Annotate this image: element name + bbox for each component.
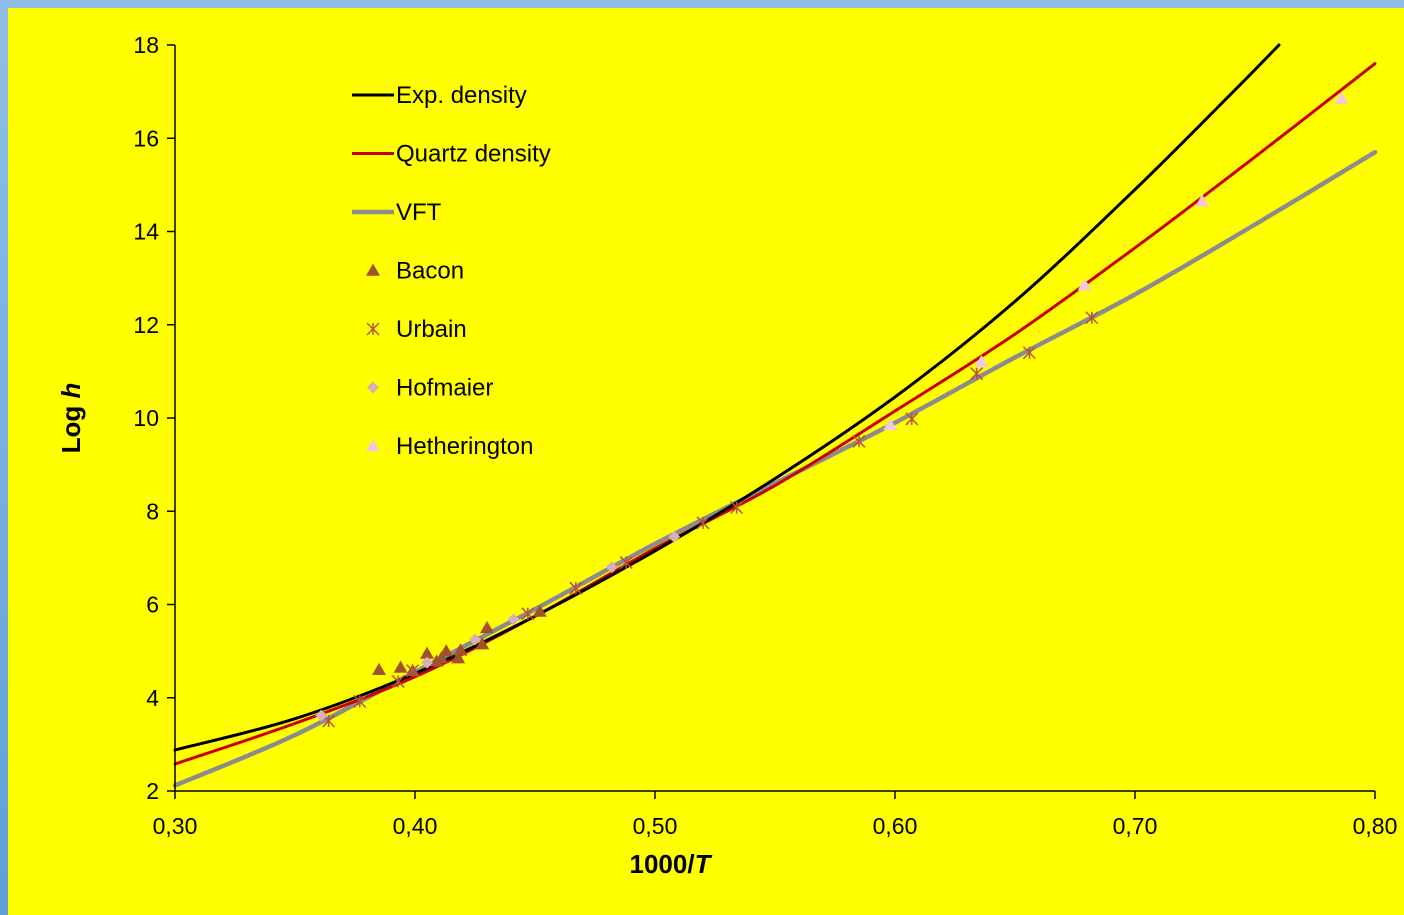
data-point-urbain — [406, 664, 420, 678]
data-point-bacon — [532, 604, 547, 617]
legend-label: Bacon — [396, 258, 464, 285]
series-hofmaier — [315, 530, 681, 722]
legend-label: Hofmaier — [396, 375, 493, 402]
x-tick-label: 0,60 — [873, 813, 918, 839]
data-point-urbain — [619, 556, 633, 570]
data-point-hofmaier — [668, 530, 681, 543]
x-tick-label: 0,50 — [633, 813, 678, 839]
chart-svg: 2 4 6 8 10 12 14 16 18 0,30 0,40 0,50 0,60 0,70 0,80 E… — [56, 32, 1397, 879]
series-line-exp-density — [173, 43, 1281, 752]
legend-swatch — [366, 263, 380, 276]
y-tick-label: 4 — [146, 685, 159, 711]
x-tick-label: 0,80 — [1353, 813, 1398, 839]
data-point-bacon — [453, 643, 468, 656]
legend-item-exp-density: Exp. density — [352, 82, 527, 109]
data-point-bacon — [434, 651, 449, 664]
data-point-urbain — [730, 500, 744, 515]
data-point-urbain — [852, 434, 866, 448]
legend: Exp. density Quartz density VFT Bacon Urbain… — [352, 82, 551, 460]
legend-item-bacon: Bacon — [366, 258, 464, 285]
x-tick-label: 0,30 — [153, 813, 198, 839]
legend-item-vft: VFT — [352, 199, 442, 226]
legend-item-quartz-density: Quartz density — [352, 141, 551, 168]
y-tick-label: 10 — [133, 405, 159, 431]
y-tick-label: 14 — [133, 219, 159, 245]
series-line-vft — [172, 149, 1378, 788]
x-tick-label: 0,70 — [1113, 813, 1158, 839]
data-point-hetherington — [974, 355, 989, 368]
y-tick-label: 18 — [133, 32, 159, 58]
series-urbain — [322, 311, 1099, 728]
axes-layer: 2 4 6 8 10 12 14 16 18 0,30 0,40 0,50 0,60 0,70 0,80 — [133, 32, 1397, 839]
data-point-bacon — [393, 660, 408, 673]
y-tick-label: 2 — [146, 778, 159, 804]
data-point-bacon — [420, 646, 434, 659]
legend-swatch — [366, 322, 380, 336]
data-point-hofmaier — [469, 633, 481, 646]
data-point-urbain — [696, 516, 710, 530]
legend-label: Urbain — [396, 316, 467, 343]
legend-label: Exp. density — [396, 82, 527, 109]
legend-label: VFT — [396, 199, 442, 226]
data-point-urbain — [905, 412, 919, 426]
y-tick-label: 12 — [133, 312, 159, 338]
data-point-urbain — [1085, 311, 1099, 325]
data-point-urbain — [391, 674, 405, 688]
data-point-urbain — [970, 367, 984, 381]
data-point-urbain — [1022, 346, 1036, 360]
data-point-hetherington — [883, 417, 898, 431]
data-point-hofmaier — [315, 709, 328, 722]
data-point-urbain — [569, 581, 583, 595]
data-point-hetherington — [1195, 194, 1210, 207]
data-point-bacon — [475, 637, 490, 650]
data-point-hetherington — [1334, 91, 1349, 104]
x-axis-title: 1000/T — [630, 849, 713, 879]
data-point-bacon — [480, 620, 494, 634]
series-hetherington — [883, 91, 1349, 431]
legend-item-hetherington: Hetherington — [366, 433, 533, 460]
data-point-urbain — [521, 607, 535, 621]
y-tick-label: 16 — [133, 125, 159, 151]
legend-swatch — [367, 381, 379, 394]
legend-label: Hetherington — [396, 433, 533, 460]
data-point-hetherington — [1077, 278, 1092, 291]
data-point-bacon — [439, 644, 454, 657]
data-point-hofmaier — [605, 561, 618, 574]
y-tick-label: 8 — [146, 498, 159, 524]
legend-item-urbain: Urbain — [366, 316, 467, 343]
chart-panel: 2 4 6 8 10 12 14 16 18 0,30 0,40 0,50 0,60 0,70 0,80 E… — [8, 8, 1404, 915]
data-point-bacon — [372, 662, 386, 676]
data-point-urbain — [353, 694, 367, 709]
y-tick-label: 6 — [146, 592, 159, 618]
y-axis-title: Log h — [56, 383, 86, 454]
data-point-hofmaier — [421, 656, 433, 669]
series-layer — [172, 43, 1378, 788]
legend-label: Quartz density — [396, 141, 551, 168]
series-line-quartz-density — [173, 62, 1377, 766]
data-point-bacon — [451, 651, 466, 664]
data-point-hofmaier — [507, 613, 520, 626]
legend-swatch — [366, 439, 380, 452]
x-tick-label: 0,40 — [393, 813, 438, 839]
legend-item-hofmaier: Hofmaier — [367, 375, 493, 402]
